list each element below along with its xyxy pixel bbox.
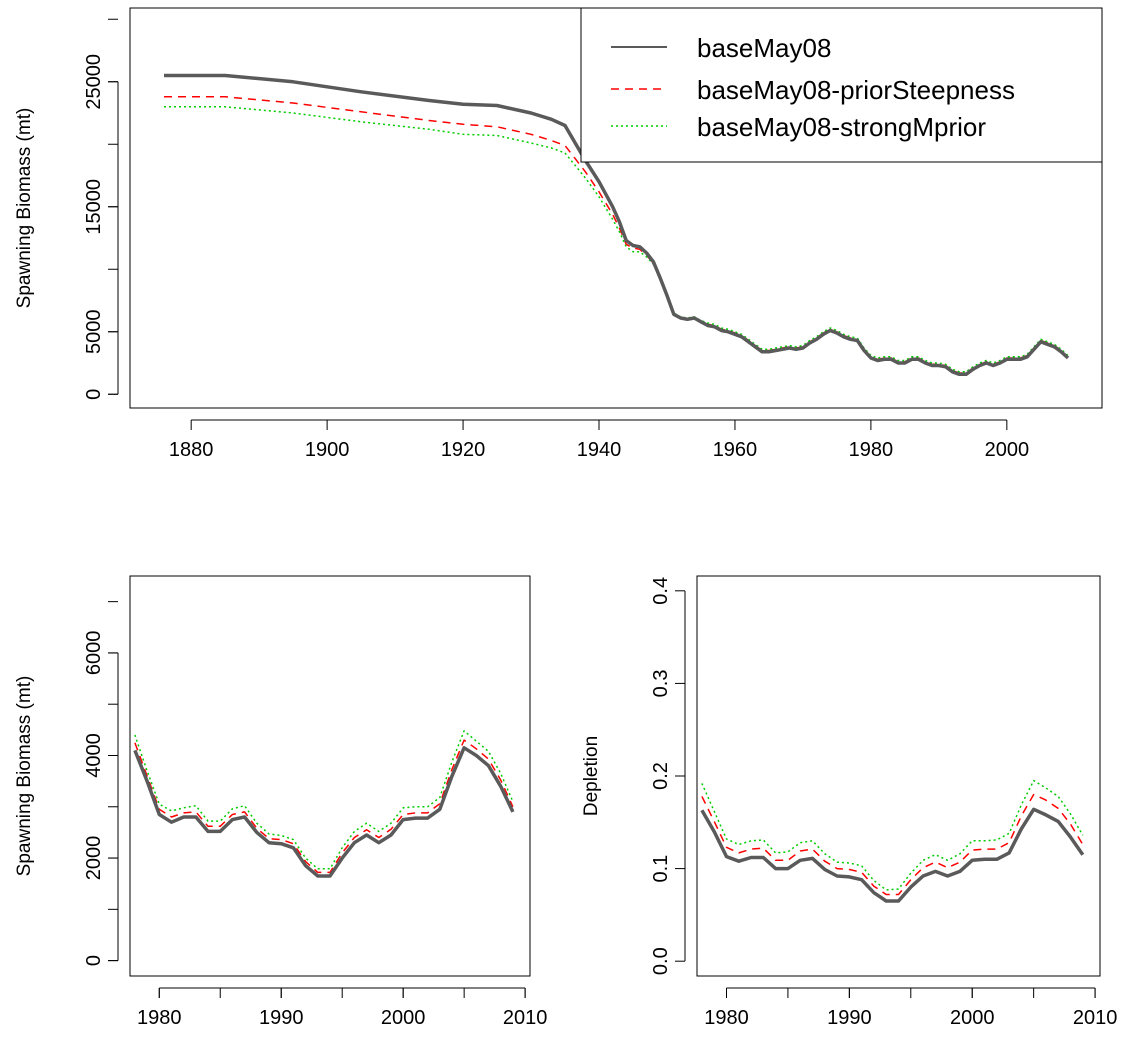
panel-bottom-left-spawning-biomass: 1980 1990 2000 2010 0 2000 4000 6000 Spawning … [14,575,548,1029]
y-tick-label: 0.3 [650,670,672,698]
x-tick-label: 1960 [713,439,758,461]
x-tick-label: 2000 [950,1007,995,1029]
y-axis-label-top: Spawning Biomass (mt) [14,108,35,309]
series-layer-bottom-right [700,779,1085,903]
plot-frame-bottom-right [696,575,1101,977]
x-tick-label: 1990 [827,1007,872,1029]
y-tick-label: 25000 [83,54,105,110]
x-tick-label: 2010 [503,1007,548,1029]
y-tick-label: 15000 [83,179,105,235]
series-line-basemay08-priorsteepness [134,739,514,874]
y-tick-label: 0.4 [650,577,672,605]
x-tick-label: 1880 [169,439,214,461]
series-line-basemay08 [164,73,1070,377]
x-tick-label: 1940 [577,439,622,461]
x-tick-label: 2000 [985,439,1030,461]
series-layer-bottom-left [133,730,515,878]
x-tick-label: 1900 [305,439,350,461]
x-tick-label: 1980 [704,1007,749,1029]
legend-label-strongmprior: baseMay08-strongMprior [697,112,986,142]
series-layer-top [164,73,1070,377]
x-axis-top: 1880 1900 1920 1940 1960 1980 2000 [169,419,1030,461]
y-tick-label: 0.0 [650,947,672,975]
x-tick-label: 1980 [849,439,894,461]
y-axis-bottom-left: 0 2000 4000 6000 [83,601,119,966]
series-line-basemay08-priorsteepness [701,793,1084,896]
y-tick-label: 0 [83,389,105,400]
y-axis-top: 0 5000 15000 25000 [83,18,119,400]
panel-bottom-right-depletion: 1980 1990 2000 2010 0.0 0.1 0.2 0.3 0.4 Depleti… [581,575,1118,1029]
y-axis-label-bottom-left: Spawning Biomass (mt) [14,676,35,877]
x-axis-bottom-right: 1980 1990 2000 2010 [704,987,1118,1029]
x-tick-label: 1990 [259,1007,304,1029]
y-axis-label-bottom-right: Depletion [581,736,602,816]
series-line-basemay08-strongmprior [134,730,514,870]
y-tick-label: 4000 [83,733,105,778]
series-line-basemay08 [133,746,515,878]
x-tick-label: 1980 [137,1007,182,1029]
y-tick-label: 5000 [83,310,105,355]
y-tick-label: 6000 [83,631,105,676]
x-axis-bottom-left: 1980 1990 2000 2010 [137,987,548,1029]
x-tick-label: 2000 [381,1007,426,1029]
legend-box [580,7,1103,163]
x-tick-label: 1920 [441,439,486,461]
legend-label-basemay08: baseMay08 [697,33,831,63]
legend: baseMay08 baseMay08-priorSteepness baseM… [580,7,1103,163]
y-axis-bottom-right: 0.0 0.1 0.2 0.3 0.4 [650,577,686,975]
series-line-basemay08 [700,807,1085,903]
panel-top-spawning-biomass: 1880 1900 1920 1940 1960 1980 2000 0 5000 15000 2… [14,7,1103,461]
x-tick-label: 2010 [1073,1007,1118,1029]
y-tick-label: 0.1 [650,855,672,883]
y-tick-label: 0.2 [650,762,672,790]
y-tick-label: 2000 [83,836,105,881]
legend-label-priorsteepness: baseMay08-priorSteepness [697,75,1015,105]
plot-frame-bottom-left [129,575,531,977]
series-line-basemay08-strongmprior [701,779,1084,891]
y-tick-label: 0 [83,955,105,966]
